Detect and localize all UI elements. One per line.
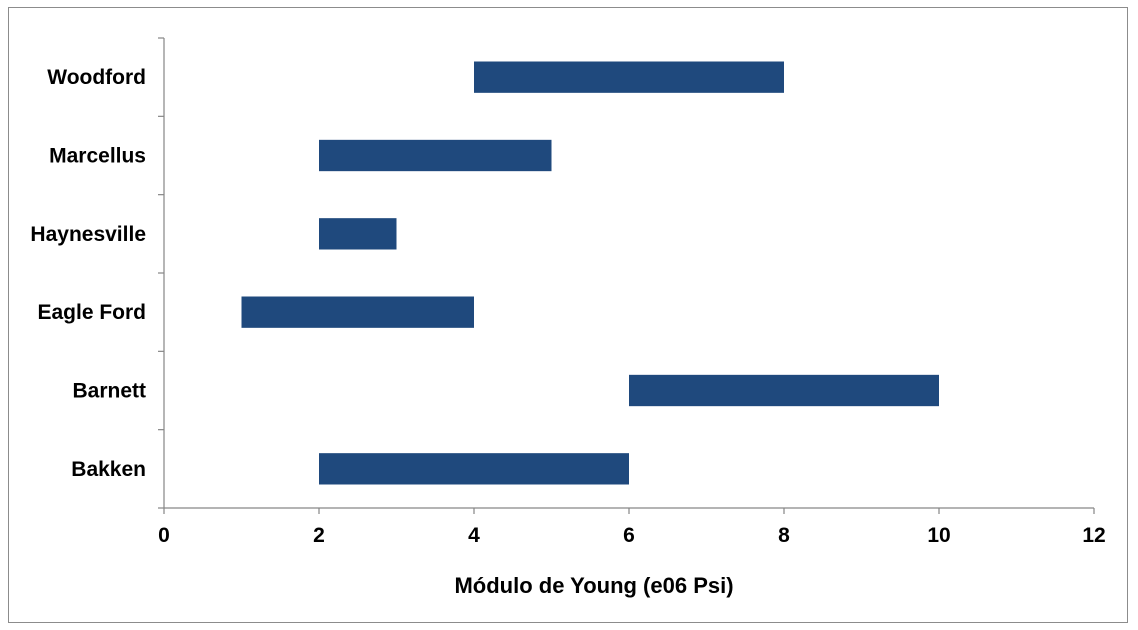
bar-marcellus <box>319 139 552 172</box>
labels-group: Bakken Barnett Eagle Ford Haynesville Marcel… <box>30 66 1105 547</box>
x-tick-label-10: 10 <box>927 524 950 547</box>
x-tick-label-0: 0 <box>158 524 170 547</box>
bar-barnett <box>629 374 939 407</box>
chart-svg: Bakken Barnett Eagle Ford Haynesville Marcel… <box>30 37 1106 598</box>
x-tick-label-12: 12 <box>1082 524 1105 547</box>
bar-haynesville <box>319 218 397 250</box>
chart-frame: Bakken Barnett Eagle Ford Haynesville Marcel… <box>8 7 1128 623</box>
y-tick-label-barnett: Barnett <box>72 380 146 403</box>
bars-group <box>241 61 939 485</box>
axes-group <box>158 37 1095 514</box>
x-tick-label-8: 8 <box>778 524 790 547</box>
y-tick-label-marcellus: Marcellus <box>49 145 146 168</box>
bar-bakken <box>319 453 629 485</box>
y-tick-label-haynesville: Haynesville <box>30 223 146 246</box>
x-axis-title: Módulo de Young (e06 Psi) <box>454 573 733 598</box>
bar-woodford <box>474 61 784 93</box>
bar-eagle-ford <box>241 296 474 328</box>
y-tick-label-bakken: Bakken <box>71 458 146 481</box>
x-tick-label-4: 4 <box>468 524 480 547</box>
x-tick-label-6: 6 <box>623 524 635 547</box>
x-tick-label-2: 2 <box>313 524 325 547</box>
y-tick-label-eagle-ford: Eagle Ford <box>37 301 146 324</box>
y-tick-label-woodford: Woodford <box>47 66 146 89</box>
